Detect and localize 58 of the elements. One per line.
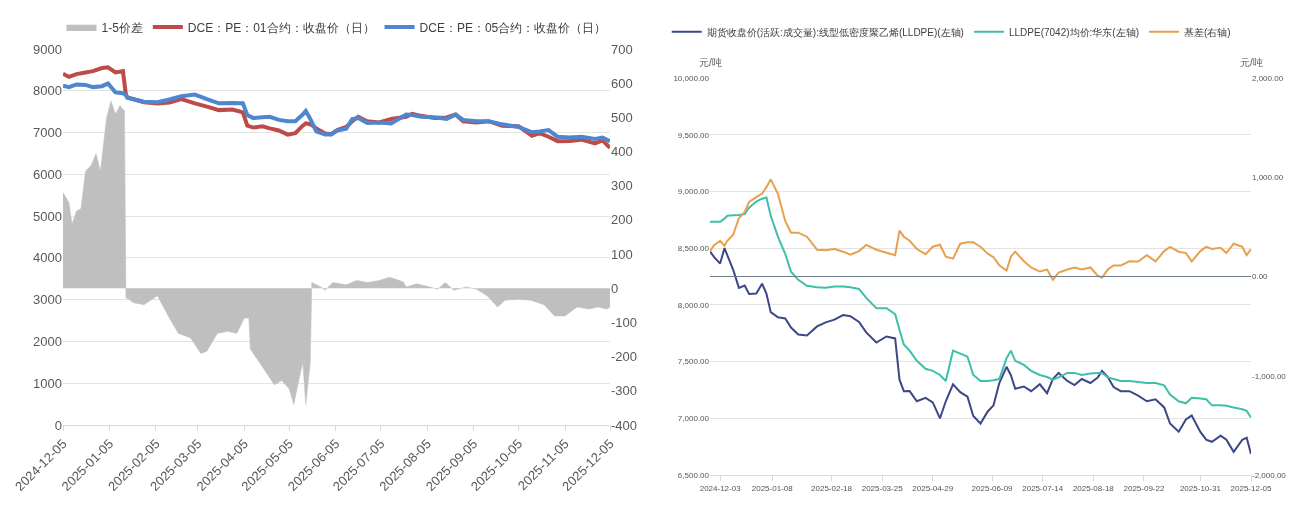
y2-axis-title: 元/吨 xyxy=(1240,57,1263,68)
y-tick-label: 9,000.00 xyxy=(677,187,710,197)
y2-tick-label: -200 xyxy=(611,349,638,365)
y-tick-label: 8,500.00 xyxy=(677,243,710,253)
y2-tick-label: 300 xyxy=(611,178,633,194)
legend-label: 期货收盘价(活跃:成交量):线型低密度聚乙烯(LLDPE)(左轴) xyxy=(706,26,964,38)
y-tick-label: 9000 xyxy=(33,41,62,57)
y-tick-label: 7,000.00 xyxy=(677,414,710,424)
y2-tick-label: -1,000.00 xyxy=(1252,371,1287,381)
y2-tick-label: 200 xyxy=(611,212,633,228)
x-tick-label: 2025-04-29 xyxy=(912,483,954,493)
x-tick-label: 2025-02-18 xyxy=(811,483,853,493)
legend-label: DCE：PE：01合约：收盘价（日） xyxy=(187,20,375,35)
y-tick-label: 8000 xyxy=(33,83,62,99)
x-tick-label: 2025-03-25 xyxy=(861,483,904,493)
line-series xyxy=(710,247,1251,455)
x-tick-label: 2025-12-05 xyxy=(1230,483,1273,493)
y2-tick-label: 0 xyxy=(611,280,619,296)
y2-tick-label: -300 xyxy=(611,383,638,399)
y-tick-label: 8,000.00 xyxy=(677,300,710,310)
legend-label: 基差(右轴) xyxy=(1183,26,1231,38)
x-tick-label: 2024-12-03 xyxy=(699,483,742,493)
y2-tick-label: 0.00 xyxy=(1252,272,1269,282)
y-tick-label: 3000 xyxy=(33,292,62,308)
y2-tick-label: 1,000.00 xyxy=(1252,173,1284,183)
x-tick-label: 2025-01-08 xyxy=(751,483,794,493)
line-series xyxy=(63,81,610,144)
x-tick-label: 2025-09-22 xyxy=(1123,483,1165,493)
y-tick-label: 10,000.00 xyxy=(673,73,710,83)
y-tick-label: 2000 xyxy=(33,333,62,349)
y-tick-label: 1000 xyxy=(33,375,62,391)
y-tick-label: 6000 xyxy=(33,166,62,182)
legend-label: 1-5价差 xyxy=(101,20,143,35)
y-tick-label: 0 xyxy=(54,417,62,433)
y2-tick-label: 700 xyxy=(611,41,633,57)
legend-label: LLDPE(7042)均价:华东(左轴) xyxy=(1008,26,1139,38)
y-axis-title: 元/吨 xyxy=(699,57,722,68)
y-tick-label: 7000 xyxy=(33,125,62,141)
y2-tick-label: 100 xyxy=(611,246,633,262)
y2-tick-label: 400 xyxy=(611,144,633,160)
y2-tick-label: 500 xyxy=(611,109,633,125)
y2-tick-label: 2,000.00 xyxy=(1252,73,1284,83)
line-series xyxy=(710,178,1251,281)
x-tick-label: 2025-10-31 xyxy=(1179,483,1222,493)
y2-tick-label: -100 xyxy=(611,315,638,330)
y-tick-label: 6,500.00 xyxy=(677,470,710,480)
y2-tick-label: -2,000.00 xyxy=(1252,470,1287,480)
x-tick-label: 2025-08-18 xyxy=(1072,483,1115,493)
y-tick-label: 7,500.00 xyxy=(677,357,710,367)
y-tick-label: 5000 xyxy=(33,208,62,224)
legend-label: DCE：PE：05合约：收盘价（日） xyxy=(419,20,607,35)
y2-tick-label: -400 xyxy=(611,417,638,433)
y-tick-label: 9,500.00 xyxy=(677,130,710,140)
x-tick-label: 2025-07-14 xyxy=(1022,483,1064,493)
y2-tick-label: 600 xyxy=(611,75,633,91)
x-tick-label: 2025-06-09 xyxy=(971,483,1014,493)
y-tick-label: 4000 xyxy=(33,250,62,266)
line-series xyxy=(710,196,1251,419)
